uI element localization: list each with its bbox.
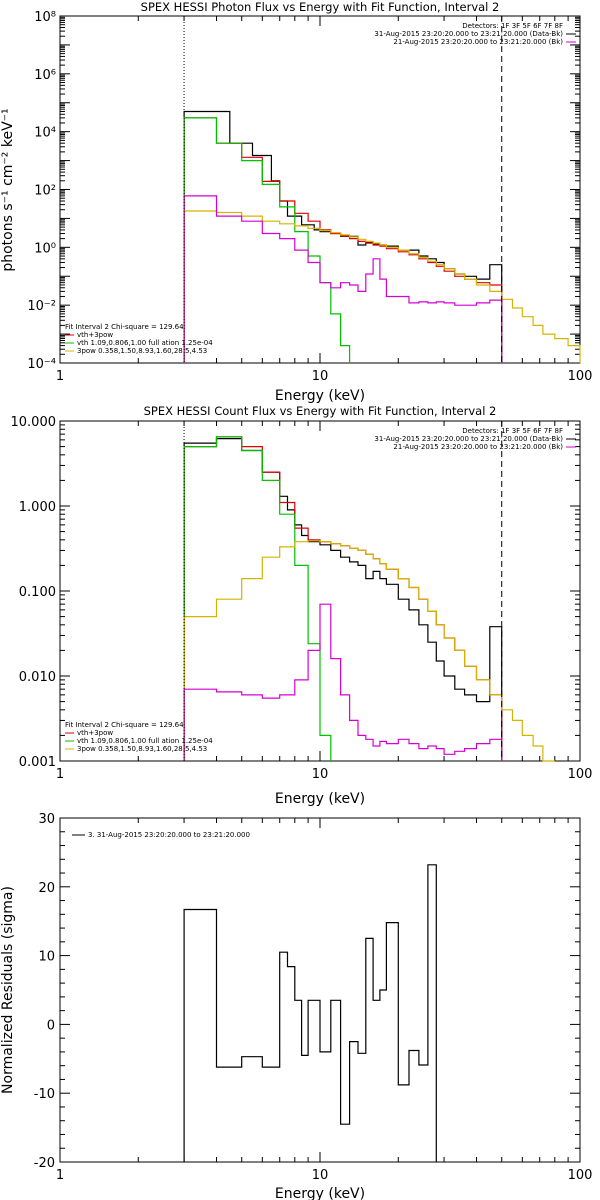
photon-flux-y-tick-label: 10² (34, 184, 56, 199)
count-flux-x-tick-label: 1 (56, 767, 64, 782)
count-flux-y-tick-label: 0.100 (19, 585, 56, 600)
photon-flux-series-3pow (183, 210, 581, 363)
count-flux-legend-entry: 3pow 0.358,1.50,8.93,1.60,28.5,4.53 (77, 745, 207, 753)
count-flux-legend-entry: Detectors: 1F 3F 5F 6F 7F 8F (462, 427, 563, 435)
count-flux-series-3pow (183, 540, 555, 762)
photon-flux-legend-top-right: Detectors: 1F 3F 5F 6F 7F 8F31-Aug-2015 … (374, 22, 576, 46)
count-flux-legend-bottom-left: Fit Interval 2 Chi-square = 129.64vth+3p… (65, 721, 213, 753)
photon-flux-ylabel: photons s⁻¹ cm⁻² keV⁻¹ (0, 108, 16, 271)
photon-flux-legend-entry: 21-Aug-2015 23:20:20.000 to 23:21:20.000… (393, 38, 563, 46)
residuals-x-tick-label: 10 (312, 1168, 329, 1183)
residuals-y-tick-label: 10 (38, 950, 55, 965)
photon-flux-panel: SPEX HESSI Photon Flux vs Energy with Fi… (0, 0, 592, 404)
count-flux-title: SPEX HESSI Count Flux vs Energy with Fit… (144, 404, 497, 418)
residuals-series (183, 864, 437, 1162)
count-flux-y-tick-label: 10.000 (11, 415, 57, 430)
residuals-y-tick-label: 30 (38, 812, 55, 827)
photon-flux-series-data-bk (183, 110, 503, 363)
residuals-plot-frame (59, 817, 581, 1163)
residuals-series-residuals (183, 864, 437, 1162)
count-flux-legend-top-right: Detectors: 1F 3F 5F 6F 7F 8F31-Aug-2015 … (374, 427, 576, 451)
residuals-x-tick-label: 100 (568, 1168, 593, 1183)
count-flux-series-data-bk (183, 438, 503, 761)
count-flux-series (183, 421, 555, 762)
residuals-legend: 3. 31-Aug-2015 23:20:20.000 to 23:21:20.… (72, 831, 250, 839)
count-flux-legend-entry: vth+3pow (77, 729, 113, 737)
photon-flux-y-tick-label: 10⁻² (27, 299, 56, 314)
count-flux-x-tick-label: 10 (312, 767, 329, 782)
count-flux-x-tick-label: 100 (568, 767, 593, 782)
photon-flux-legend-bottom-left: Fit Interval 2 Chi-square = 129.64vth+3p… (65, 323, 213, 355)
photon-flux-series-vth (183, 117, 351, 363)
residuals-y-tick-label: 20 (38, 881, 55, 896)
residuals-y-tick-label: 0 (47, 1018, 55, 1033)
count-flux-legend-entry: vth 1.09,0.806,1.00 full ation 1.25e-04 (77, 737, 213, 745)
residuals-ylabel-text: Normalized Residuals (sigma) (0, 886, 16, 1094)
photon-flux-legend-entry: vth 1.09,0.806,1.00 full ation 1.25e-04 (77, 339, 213, 347)
photon-flux-y-tick-label: 10⁸ (34, 10, 56, 25)
residuals-x-tick-label: 1 (56, 1168, 64, 1183)
residuals-ylabel: Normalized Residuals (sigma) (0, 886, 16, 1094)
residuals-y-tick-label: -20 (34, 1156, 55, 1171)
residuals-xlabel: Energy (keV) (275, 1186, 365, 1200)
photon-flux-x-tick-label: 100 (568, 369, 593, 384)
photon-flux-x-tick-label: 1 (56, 369, 64, 384)
count-flux-y-tick-label: 0.001 (19, 755, 56, 770)
photon-flux-x-tick-label: 10 (312, 369, 329, 384)
count-flux-y-tick-label: 1.000 (19, 500, 56, 515)
photon-flux-series-vth-3pow (183, 117, 503, 363)
photon-flux-legend-entry: 3pow 0.358,1.50,8.93,1.60,28.5,4.53 (77, 347, 207, 355)
photon-flux-legend-entry: vth+3pow (77, 331, 113, 339)
residuals-tick-labels: 1 10 100 -20 -10 0 10 20 30 (34, 812, 593, 1183)
count-flux-panel: SPEX HESSI Count Flux vs Energy with Fit… (11, 404, 593, 807)
photon-flux-legend-entry: Fit Interval 2 Chi-square = 129.64 (65, 323, 184, 331)
photon-flux-y-tick-label: 10⁴ (34, 126, 56, 141)
count-flux-legend-entry: Fit Interval 2 Chi-square = 129.64 (65, 721, 184, 729)
photon-flux-ylabel-text: photons s⁻¹ cm⁻² keV⁻¹ (0, 108, 16, 271)
count-flux-series-bk (183, 603, 503, 761)
photon-flux-title: SPEX HESSI Photon Flux vs Energy with Fi… (141, 0, 500, 14)
residuals-ticks (59, 817, 581, 1163)
count-flux-ticks (59, 420, 581, 762)
photon-flux-tick-labels: 1 10 100 10⁻⁴ 10⁻² 10⁰ 10² 10⁴ 10⁶ 10⁸ (27, 10, 592, 384)
count-flux-xlabel: Energy (keV) (275, 791, 365, 807)
photon-flux-series (183, 16, 581, 363)
count-flux-tick-labels: 1 10 100 0.001 0.010 0.100 1.000 10.000 (11, 415, 593, 782)
residuals-y-tick-label: -10 (34, 1087, 55, 1102)
photon-flux-series-bk (183, 195, 503, 363)
residuals-legend-entry: 3. 31-Aug-2015 23:20:20.000 to 23:21:20.… (88, 831, 250, 839)
residuals-panel: 1 10 100 -20 -10 0 10 20 30 Normalized Residuals… (0, 812, 592, 1200)
photon-flux-xlabel: Energy (keV) (275, 388, 365, 404)
count-flux-series-vth (183, 436, 332, 761)
count-flux-legend-entry: 31-Aug-2015 23:20:20.000 to 23:21:20.000… (374, 435, 563, 443)
photon-flux-y-tick-label: 10⁶ (34, 68, 56, 83)
photon-flux-y-tick-label: 10⁻⁴ (27, 357, 56, 372)
photon-flux-legend-entry: Detectors: 1F 3F 5F 6F 7F 8F (462, 22, 563, 30)
photon-flux-y-tick-label: 10⁰ (34, 241, 56, 256)
photon-flux-legend-entry: 31-Aug-2015 23:20:20.000 to 23:21:20.000… (374, 30, 563, 38)
count-flux-y-tick-label: 0.010 (19, 670, 56, 685)
count-flux-legend-entry: 21-Aug-2015 23:20:20.000 to 23:21:20.000… (393, 443, 563, 451)
photon-flux-ticks (59, 15, 581, 364)
